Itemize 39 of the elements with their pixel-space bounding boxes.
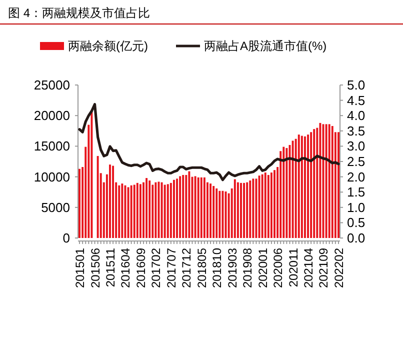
x-tick-label: 202202	[332, 248, 346, 288]
y2-tick-label: 0.5	[347, 215, 366, 230]
x-tick-label: 201903	[225, 248, 240, 288]
x-tick-label: 202001	[256, 248, 270, 288]
x-tick-label: 202011	[286, 248, 300, 288]
x-tick-label: 202104	[302, 248, 316, 288]
y-tick-label: 25000	[34, 78, 70, 92]
legend-label: 两融余额(亿元)	[68, 39, 148, 53]
line-series	[78, 102, 340, 182]
x-tick-label: 201511	[103, 248, 118, 288]
x-tick-label: 201908	[240, 248, 255, 288]
y-tick-label: 10000	[34, 169, 70, 184]
y2-tick-label: 0.0	[347, 230, 366, 246]
x-tick-label: 201506	[88, 248, 102, 288]
x-tick-label: 201501	[73, 248, 88, 288]
y-tick-label: 5000	[41, 200, 70, 215]
y2-tick-label: 1.5	[347, 184, 366, 200]
y-tick-label: 15000	[34, 138, 70, 154]
x-tick-label: 201712	[180, 248, 194, 288]
x-tick-label: 201609	[134, 248, 148, 288]
x-tick-label: 202006	[271, 248, 286, 288]
y-tick-label: 0	[62, 230, 70, 246]
y2-tick-label: 1.0	[347, 200, 366, 215]
y2-tick-label: 3.5	[347, 123, 366, 138]
x-tick-label: 202109	[316, 248, 331, 288]
y2-tick-label: 3.0	[347, 138, 366, 154]
x-tick-label: 201702	[149, 248, 164, 288]
x-tick-label: 201805	[194, 248, 209, 288]
y2-tick-label: 4.0	[347, 108, 366, 124]
legend-label: 两融占A股流通市值(%)	[204, 39, 327, 53]
x-tick-label: 201604	[118, 248, 133, 288]
chart-title: 图 4：两融规模及市值占比	[8, 6, 150, 20]
x-tick-label: 201810	[210, 248, 224, 288]
y2-tick-label: 2.5	[347, 154, 366, 169]
y2-tick-label: 2.0	[347, 169, 366, 184]
x-tick-label: 201707	[164, 248, 178, 288]
y-tick-label: 20000	[34, 108, 70, 124]
y2-tick-label: 5.0	[347, 78, 366, 92]
y2-tick-label: 4.5	[347, 92, 366, 108]
